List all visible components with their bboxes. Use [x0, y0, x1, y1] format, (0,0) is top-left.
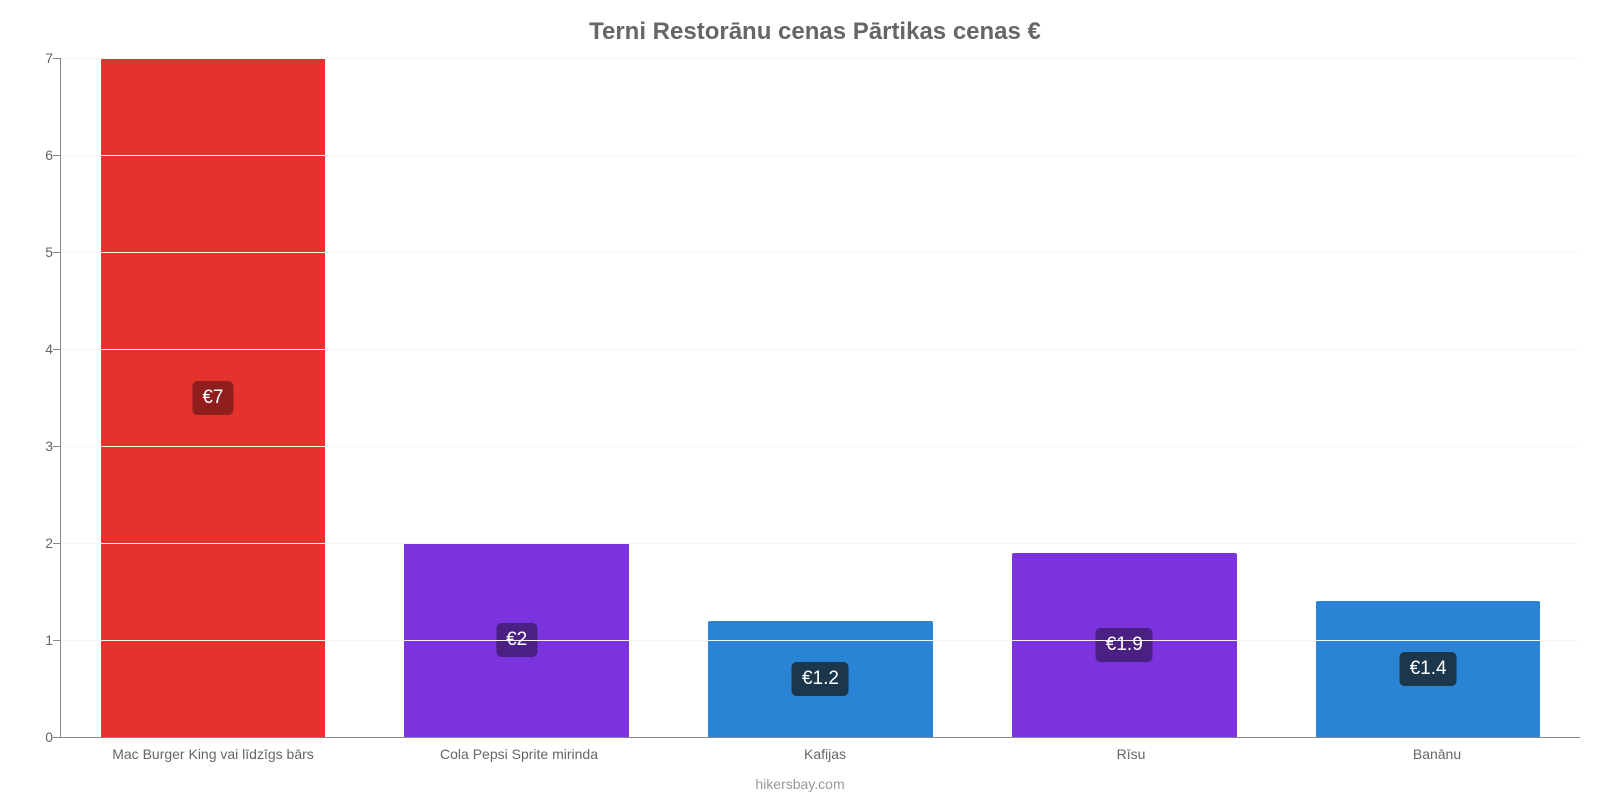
bar-slot: €7 [61, 58, 365, 737]
grid-line [61, 155, 1580, 156]
y-tick-label: 0 [31, 729, 53, 745]
bar-value-label: €1.2 [792, 662, 849, 696]
grid-line [61, 252, 1580, 253]
chart-footer: hikersbay.com [0, 776, 1600, 792]
grid-line [61, 640, 1580, 641]
bar: €1.4 [1316, 601, 1541, 737]
x-axis-label: Banānu [1284, 742, 1590, 762]
bar-slot: €1.2 [669, 58, 973, 737]
y-tick-label: 7 [31, 50, 53, 66]
y-tick [53, 543, 61, 544]
x-axis-labels: Mac Burger King vai līdzīgs bārsCola Pep… [60, 742, 1590, 762]
bar: €1.2 [708, 621, 933, 737]
price-bar-chart: Terni Restorānu cenas Pārtikas cenas € €… [0, 0, 1600, 800]
y-tick-label: 1 [31, 632, 53, 648]
y-tick [53, 349, 61, 350]
bar-value-label: €7 [192, 381, 233, 415]
bar-slot: €1.4 [1276, 58, 1580, 737]
plot-area: €7€2€1.2€1.9€1.4 01234567 [60, 58, 1580, 738]
grid-line [61, 446, 1580, 447]
y-tick [53, 58, 61, 59]
bar-value-label: €1.9 [1096, 628, 1153, 662]
y-tick [53, 446, 61, 447]
x-axis-label: Mac Burger King vai līdzīgs bārs [60, 742, 366, 762]
grid-line [61, 349, 1580, 350]
y-tick [53, 737, 61, 738]
x-axis-label: Cola Pepsi Sprite mirinda [366, 742, 672, 762]
x-axis-label: Kafijas [672, 742, 978, 762]
bar-value-label: €1.4 [1400, 652, 1457, 686]
y-tick-label: 6 [31, 147, 53, 163]
bar-slot: €1.9 [972, 58, 1276, 737]
chart-title: Terni Restorānu cenas Pārtikas cenas € [50, 10, 1580, 58]
bars-container: €7 €2 €1.2 €1.9 €1.4 [61, 58, 1580, 737]
bar: €1.9 [1012, 553, 1237, 737]
grid-line [61, 58, 1580, 59]
y-tick [53, 252, 61, 253]
x-axis-label: Rīsu [978, 742, 1284, 762]
y-tick-label: 5 [31, 244, 53, 260]
y-tick-label: 3 [31, 438, 53, 454]
y-tick [53, 155, 61, 156]
y-tick-label: 4 [31, 341, 53, 357]
y-tick-label: 2 [31, 535, 53, 551]
bar: €7 [101, 58, 326, 737]
bar-slot: €2 [365, 58, 669, 737]
y-tick [53, 640, 61, 641]
grid-line [61, 543, 1580, 544]
